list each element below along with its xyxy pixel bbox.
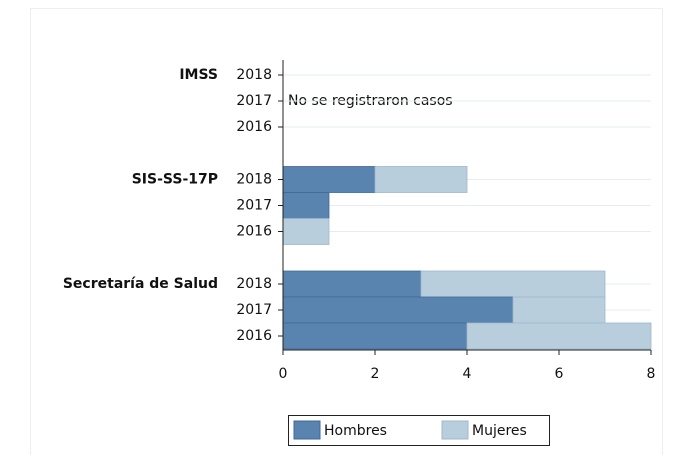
y-tick-label: 2016 <box>236 328 272 344</box>
legend-label: Hombres <box>324 423 387 439</box>
legend-swatch <box>441 420 469 440</box>
bar <box>420 270 606 298</box>
x-tick-label: 0 <box>279 366 288 382</box>
y-tick-label: 2018 <box>236 172 272 188</box>
y-tick-label: 2017 <box>236 302 272 318</box>
bar <box>282 192 330 219</box>
group-label: IMSS <box>179 67 218 83</box>
legend-box <box>288 415 550 446</box>
y-tick-label: 2018 <box>236 276 272 292</box>
bar <box>512 296 606 324</box>
group-label: Secretaría de Salud <box>63 276 218 292</box>
bar <box>282 270 422 298</box>
legend-label: Mujeres <box>472 423 527 439</box>
bar <box>466 322 652 350</box>
bar <box>282 218 330 245</box>
y-tick-label: 2017 <box>236 93 272 109</box>
y-tick-label: 2017 <box>236 198 272 214</box>
bar <box>282 296 514 324</box>
y-tick-label: 2016 <box>236 224 272 240</box>
bar <box>374 166 468 193</box>
x-tick-label: 4 <box>463 366 472 382</box>
bar <box>282 322 468 350</box>
chart-frame <box>30 8 663 459</box>
x-tick-label: 8 <box>647 366 656 382</box>
group-label: SIS-SS-17P <box>132 172 218 188</box>
y-tick-label: 2018 <box>236 67 272 83</box>
bar <box>282 166 376 193</box>
x-tick-label: 2 <box>371 366 380 382</box>
y-tick-label: 2016 <box>236 119 272 135</box>
x-tick-label: 6 <box>555 366 564 382</box>
legend-swatch <box>293 420 321 440</box>
